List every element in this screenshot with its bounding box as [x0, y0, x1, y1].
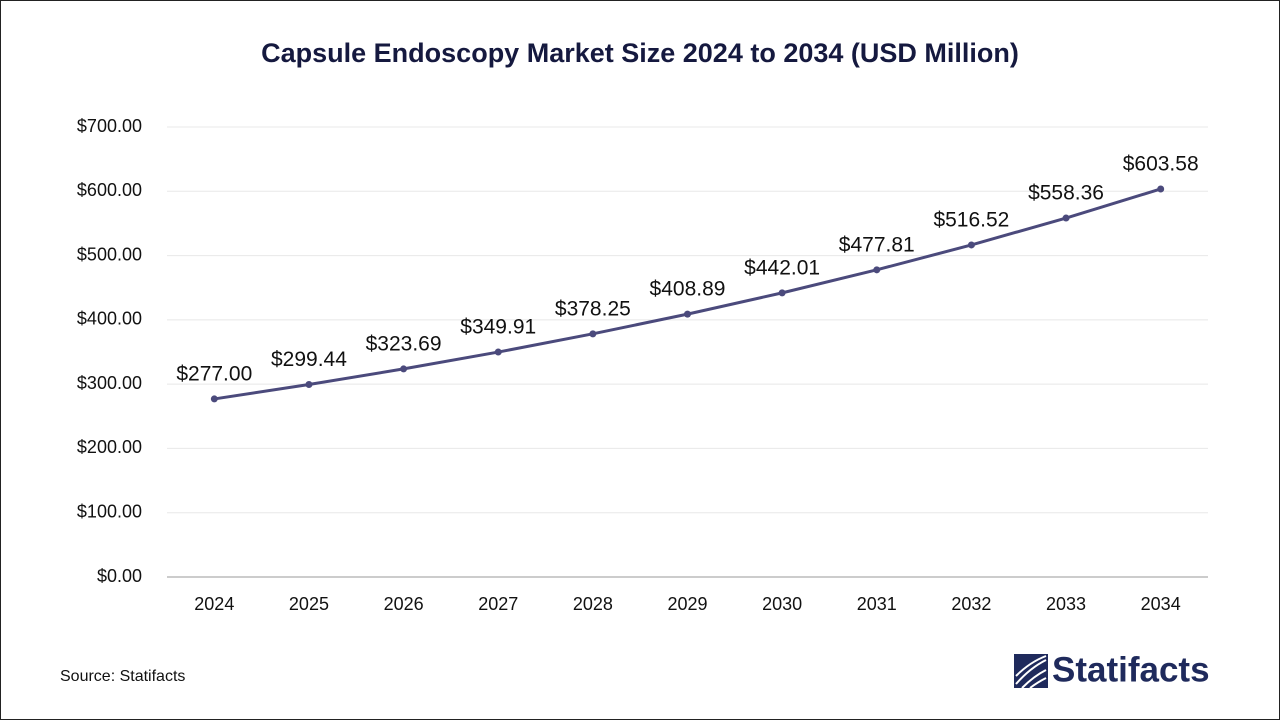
- y-tick-label: $200.00: [77, 437, 142, 457]
- point: [967, 241, 975, 249]
- point: [589, 330, 597, 338]
- x-tick-label: 2032: [951, 594, 991, 614]
- point: [400, 365, 408, 373]
- point: [305, 381, 313, 389]
- point: [873, 266, 881, 274]
- value-label: $277.00: [176, 362, 252, 385]
- y-tick-label: $700.00: [77, 116, 142, 136]
- x-tick-label: 2029: [667, 594, 707, 614]
- value-label: $558.36: [1028, 182, 1104, 205]
- point: [684, 310, 691, 318]
- source: Source: Statifacts: [60, 668, 185, 685]
- value-label: $323.69: [366, 332, 442, 355]
- x-tick-label: 2033: [1046, 594, 1086, 614]
- logo-text: Statifacts: [1052, 650, 1210, 689]
- x-tick-label: 2031: [857, 594, 897, 614]
- y-tick-label: $100.00: [77, 501, 142, 521]
- point: [1062, 214, 1070, 222]
- point: [210, 395, 218, 403]
- y-tick-label: $300.00: [77, 373, 142, 393]
- chart-title: Capsule Endoscopy Market Size 2024 to 20…: [261, 38, 1019, 68]
- x-tick-label: 2027: [478, 594, 518, 614]
- x-tick-label: 2026: [384, 594, 424, 614]
- x-tick-label: 2028: [573, 594, 613, 614]
- value-label: $477.81: [839, 233, 915, 256]
- y-tick-label: $500.00: [77, 244, 142, 264]
- point: [1157, 185, 1165, 193]
- value-label: $378.25: [555, 297, 631, 320]
- y-tick-label: $0.00: [97, 566, 142, 586]
- point: [494, 348, 502, 356]
- value-label: $603.58: [1123, 153, 1199, 176]
- value-label: $349.91: [460, 316, 536, 339]
- value-label: $516.52: [933, 208, 1009, 231]
- x-tick-label: 2034: [1141, 594, 1181, 614]
- y-tick-label: $400.00: [77, 309, 142, 329]
- x-tick-label: 2025: [289, 594, 329, 614]
- y-tick-label: $600.00: [77, 180, 142, 200]
- value-label: $299.44: [271, 348, 347, 371]
- value-label: $408.89: [650, 278, 726, 301]
- value-label: $442.01: [744, 256, 820, 279]
- x-tick-label: 2030: [762, 594, 802, 614]
- x-tick-label: 2024: [194, 594, 234, 614]
- point: [778, 289, 786, 297]
- logo-icon: [1014, 654, 1048, 689]
